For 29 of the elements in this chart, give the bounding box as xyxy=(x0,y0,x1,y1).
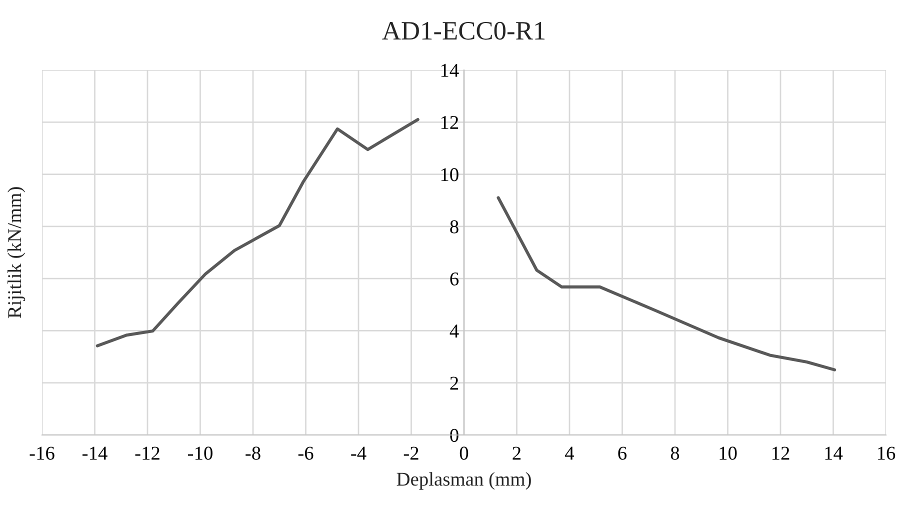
y-tick-label: 4 xyxy=(450,324,459,338)
y-tick-label: 14 xyxy=(441,64,459,77)
x-tick-label: 16 xyxy=(878,446,896,460)
x-tick-label: 6 xyxy=(618,446,627,460)
x-tick-label: -10 xyxy=(188,446,212,460)
line-series xyxy=(96,118,420,348)
line-series xyxy=(496,196,836,372)
x-tick-label: -12 xyxy=(135,446,160,460)
x-tick-label: 10 xyxy=(720,446,737,460)
x-axis-title: Deplasman (mm) xyxy=(396,472,531,490)
x-tick-label: 4 xyxy=(565,446,574,460)
x-tick-label: 12 xyxy=(772,446,790,460)
y-axis-title: Rijitlik (kN/mm) xyxy=(7,187,26,318)
x-tick-label: -6 xyxy=(298,446,314,460)
x-tick-label: 8 xyxy=(670,446,680,460)
y-tick-label: 8 xyxy=(450,220,458,234)
x-tick-label: -16 xyxy=(30,446,54,460)
x-tick-label: -2 xyxy=(404,446,418,460)
y-tick-label: 12 xyxy=(441,116,458,129)
x-tick-label: 14 xyxy=(825,446,843,460)
y-tick-label: 10 xyxy=(441,168,458,182)
chart-title: AD1-ECC0-R1 xyxy=(382,22,545,40)
x-tick-label: 0 xyxy=(460,446,468,460)
x-tick-label: -14 xyxy=(82,446,108,460)
x-tick-label: 2 xyxy=(512,446,521,460)
x-tick-label: -8 xyxy=(246,446,260,460)
y-tick-label: 2 xyxy=(450,376,458,390)
y-tick-label: 6 xyxy=(450,272,459,286)
x-tick-label: -4 xyxy=(351,446,366,460)
